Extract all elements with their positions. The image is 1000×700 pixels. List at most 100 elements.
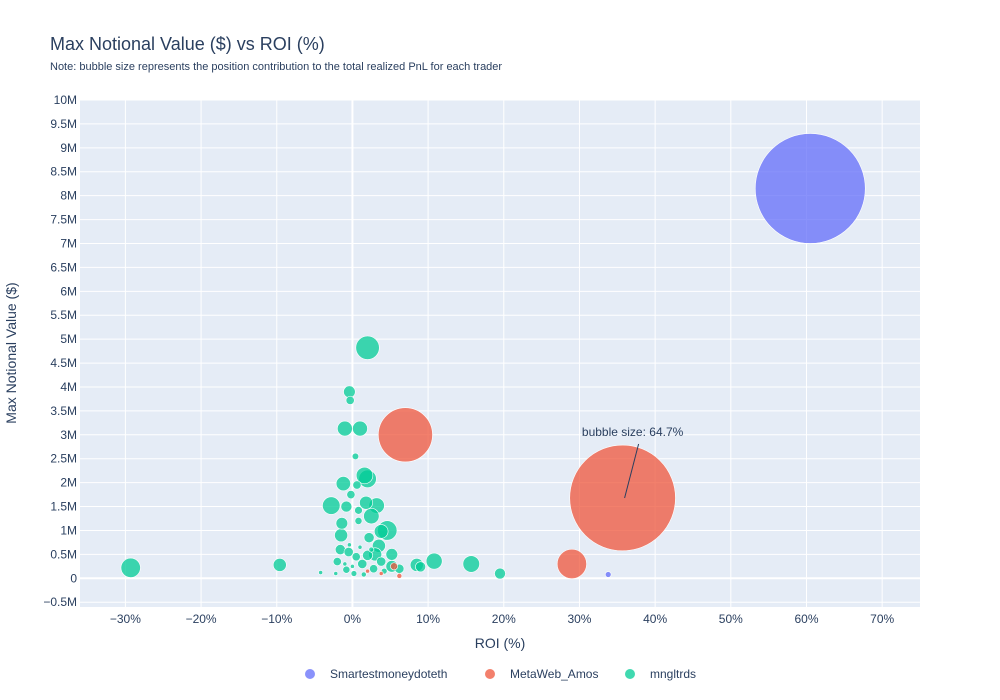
bubble-mngltrds[interactable] bbox=[352, 480, 362, 490]
bubble-mngltrds[interactable] bbox=[462, 555, 480, 573]
y-axis-title: Max Notional Value ($) bbox=[3, 282, 19, 423]
x-tick-label: −20% bbox=[186, 612, 217, 626]
bubble-mngltrds[interactable] bbox=[357, 544, 363, 550]
bubble-mngltrds[interactable] bbox=[373, 524, 389, 539]
bubble-mngltrds[interactable] bbox=[343, 385, 356, 398]
bubble-mngltrds[interactable] bbox=[347, 542, 352, 548]
bubble-metaweb-amos[interactable] bbox=[378, 407, 433, 463]
bubble-mngltrds[interactable] bbox=[355, 466, 374, 485]
x-tick-label: 30% bbox=[567, 612, 591, 626]
y-tick-label: 2M bbox=[60, 476, 77, 490]
bubble-mngltrds[interactable] bbox=[363, 508, 380, 525]
bubble-mngltrds[interactable] bbox=[334, 528, 348, 543]
chart-title: Max Notional Value ($) vs ROI (%) bbox=[50, 34, 325, 54]
y-tick-label: 5.5M bbox=[50, 308, 77, 322]
y-tick-label: 9M bbox=[60, 141, 77, 155]
bubble-mngltrds[interactable] bbox=[354, 506, 363, 515]
legend-marker bbox=[485, 669, 495, 679]
x-tick-label: 40% bbox=[643, 612, 667, 626]
legend-marker bbox=[625, 669, 635, 679]
bubble-mngltrds[interactable] bbox=[340, 500, 353, 513]
bubble-metaweb-amos[interactable] bbox=[396, 573, 403, 579]
bubble-mngltrds[interactable] bbox=[352, 420, 368, 437]
annotation-label: bubble size: 64.7% bbox=[582, 425, 684, 439]
bubble-mngltrds[interactable] bbox=[360, 571, 367, 578]
y-tick-label: 7M bbox=[60, 236, 77, 250]
bubble-mngltrds[interactable] bbox=[425, 552, 443, 570]
bubble-mngltrds[interactable] bbox=[351, 552, 361, 562]
y-tick-label: 1.5M bbox=[50, 500, 77, 514]
x-tick-label: 60% bbox=[794, 612, 818, 626]
bubble-mngltrds[interactable] bbox=[355, 335, 380, 360]
bubble-mngltrds[interactable] bbox=[362, 549, 373, 561]
bubble-metaweb-amos[interactable] bbox=[556, 548, 587, 579]
bubble-mngltrds[interactable] bbox=[335, 517, 349, 530]
y-tick-label: 6.5M bbox=[50, 260, 77, 274]
bubble-mngltrds[interactable] bbox=[415, 561, 426, 573]
y-tick-label: 7.5M bbox=[50, 213, 77, 227]
bubble-mngltrds[interactable] bbox=[318, 570, 324, 575]
y-tick-label: 9.5M bbox=[50, 117, 77, 131]
legend[interactable]: Smartestmoneydoteth MetaWeb_Amos mngltrds bbox=[305, 667, 696, 681]
annotation-arrow bbox=[624, 443, 640, 499]
x-tick-label: 20% bbox=[492, 612, 516, 626]
bubble-mngltrds[interactable] bbox=[354, 517, 363, 525]
bubble-mngltrds[interactable] bbox=[343, 547, 354, 557]
bubble-mngltrds[interactable] bbox=[120, 557, 141, 578]
bubble-metaweb-amos[interactable] bbox=[569, 444, 676, 552]
bubble-mngltrds[interactable] bbox=[376, 556, 387, 567]
bubble-smartestmoneydoteth[interactable] bbox=[604, 571, 612, 578]
bubble-mngltrds[interactable] bbox=[345, 395, 355, 405]
bubble-mngltrds[interactable] bbox=[385, 548, 398, 561]
bubble-mngltrds[interactable] bbox=[337, 420, 353, 437]
y-tick-label: 6M bbox=[60, 284, 77, 298]
bubble-mngltrds[interactable] bbox=[322, 496, 341, 515]
bubble-mngltrds[interactable] bbox=[494, 567, 506, 580]
y-tick-label: 10M bbox=[54, 93, 77, 107]
bubble-mngltrds[interactable] bbox=[333, 571, 339, 576]
y-tick-label: 8M bbox=[60, 189, 77, 203]
legend-label: Smartestmoneydoteth bbox=[330, 667, 447, 681]
x-tick-label: 50% bbox=[719, 612, 743, 626]
bubble-mngltrds[interactable] bbox=[350, 570, 358, 577]
bubble-mngltrds[interactable] bbox=[335, 476, 351, 492]
bubble-mngltrds[interactable] bbox=[368, 546, 375, 553]
legend-item-smartestmoneydoteth[interactable]: Smartestmoneydoteth bbox=[305, 667, 447, 681]
bubble-mngltrds[interactable] bbox=[350, 563, 355, 569]
bubble-mngltrds[interactable] bbox=[359, 495, 373, 510]
bubble-mngltrds[interactable] bbox=[357, 559, 368, 569]
x-tick-label: 0% bbox=[344, 612, 362, 626]
bubble-mngltrds[interactable] bbox=[346, 490, 356, 500]
bubble-mngltrds[interactable] bbox=[272, 558, 287, 572]
annotations-layer: bubble size: 64.7% bbox=[582, 425, 684, 499]
y-tick-label: 3.5M bbox=[50, 404, 77, 418]
legend-label: MetaWeb_Amos bbox=[510, 667, 598, 681]
legend-item-mngltrds[interactable]: mngltrds bbox=[625, 667, 696, 681]
x-tick-label: 70% bbox=[870, 612, 894, 626]
bubble-metaweb-amos[interactable] bbox=[378, 571, 384, 576]
y-axis-ticks: −0.5M 0 0.5M 1M 1.5M 2M 2.5M 3M 3.5M 4M 4.5M 5M 5.5M… bbox=[43, 93, 77, 609]
y-tick-label: 0.5M bbox=[50, 547, 77, 561]
y-tick-label: 4.5M bbox=[50, 356, 77, 370]
x-tick-label: −10% bbox=[261, 612, 292, 626]
bubble-mngltrds[interactable] bbox=[369, 564, 379, 574]
bubble-mngltrds[interactable] bbox=[351, 452, 360, 460]
y-tick-label: 5M bbox=[60, 332, 77, 346]
legend-label: mngltrds bbox=[650, 667, 696, 681]
bubble-smartestmoneydoteth[interactable] bbox=[754, 133, 866, 244]
y-tick-label: 2.5M bbox=[50, 452, 77, 466]
bubble-mngltrds[interactable] bbox=[342, 561, 348, 567]
bubble-mngltrds[interactable] bbox=[342, 565, 351, 574]
bubble-metaweb-amos[interactable] bbox=[365, 568, 370, 574]
y-tick-label: 1M bbox=[60, 523, 77, 537]
bubbles-layer bbox=[120, 133, 866, 580]
bubble-mngltrds[interactable] bbox=[332, 557, 342, 567]
x-axis-title: ROI (%) bbox=[475, 635, 526, 651]
bubble-metaweb-amos[interactable] bbox=[390, 562, 398, 571]
y-tick-label: 3M bbox=[60, 428, 77, 442]
y-tick-label: 4M bbox=[60, 380, 77, 394]
y-tick-label: −0.5M bbox=[43, 595, 77, 609]
legend-item-metaweb-amos[interactable]: MetaWeb_Amos bbox=[485, 667, 598, 681]
bubble-mngltrds[interactable] bbox=[363, 532, 375, 544]
